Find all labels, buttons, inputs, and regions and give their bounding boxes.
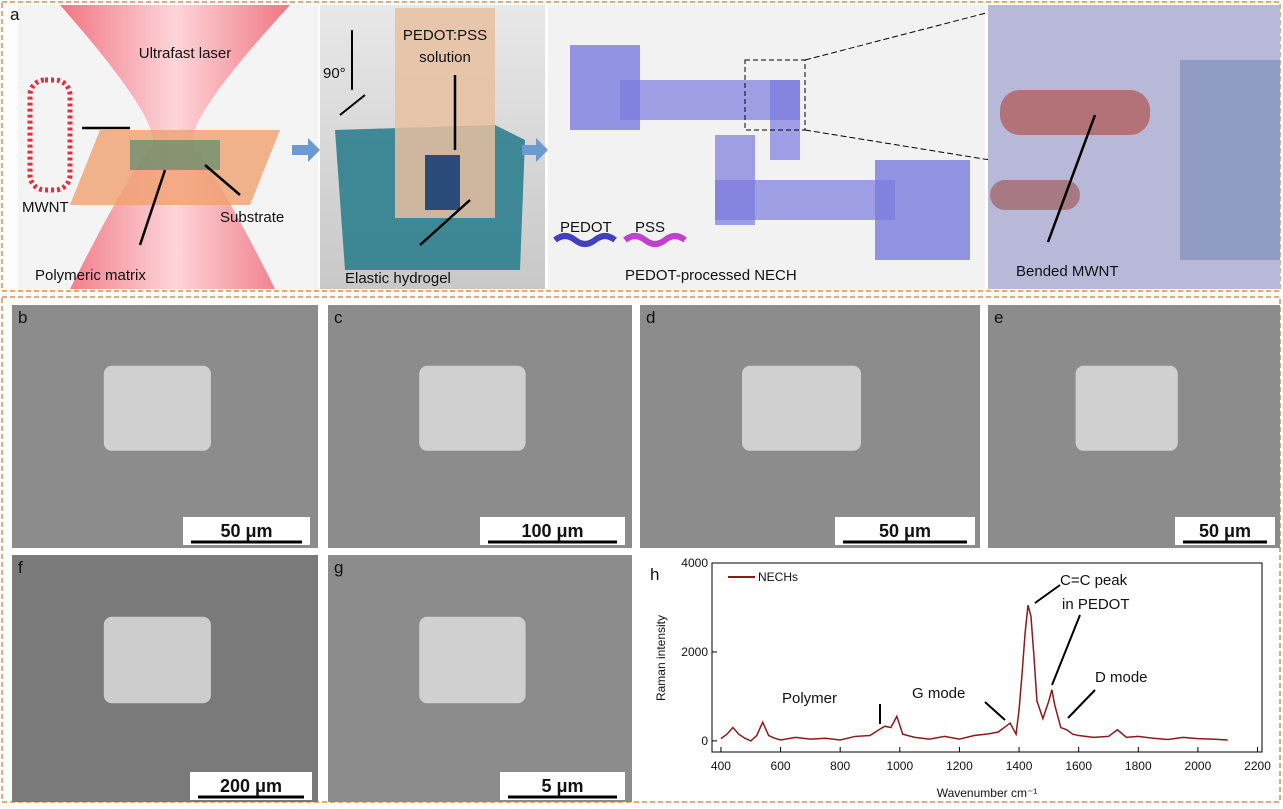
y-tick-label: 0: [701, 734, 708, 748]
annotation: Polymer: [782, 690, 837, 707]
scale-bar-label: 100 μm: [521, 521, 583, 541]
label: PEDOT: [560, 219, 612, 236]
plot-area: [712, 563, 1262, 752]
label: 90°: [323, 65, 346, 82]
x-tick-label: 400: [711, 759, 731, 773]
arrow: [1035, 585, 1060, 603]
panel-label: d: [646, 308, 655, 327]
panel-label: c: [334, 308, 343, 327]
panel-label: b: [18, 308, 27, 327]
panel-a3: [548, 5, 990, 289]
y-axis-label: Raman intensity: [654, 615, 668, 701]
scale-bar-label: 50 μm: [879, 521, 931, 541]
panel-label: f: [18, 558, 23, 577]
x-tick-label: 1000: [886, 759, 913, 773]
arrow: [985, 702, 1005, 720]
label: Polymeric matrix: [35, 267, 146, 284]
x-tick-label: 800: [830, 759, 850, 773]
spectrum-line: [721, 605, 1228, 741]
structure: [1076, 366, 1178, 451]
label: Substrate: [220, 209, 284, 226]
structure: [419, 366, 525, 451]
figure: a Ultrafast laser MWNT Substrate Polymer…: [0, 0, 1283, 804]
x-tick-label: 600: [771, 759, 791, 773]
annotation: G mode: [912, 685, 965, 702]
x-tick-label: 1800: [1125, 759, 1152, 773]
annotation: C=C peak: [1060, 572, 1128, 589]
label: solution: [419, 49, 471, 66]
scale-bar-label: 200 μm: [220, 776, 282, 796]
x-axis-label: Wavenumber cm⁻¹: [937, 786, 1038, 800]
scale-bar-label: 50 μm: [1199, 521, 1251, 541]
x-tick-label: 1200: [946, 759, 973, 773]
label: PSS: [635, 219, 665, 236]
x-tick-label: 1600: [1065, 759, 1092, 773]
y-tick-label: 2000: [681, 645, 708, 659]
label: PEDOT-processed NECH: [625, 267, 797, 284]
structure: [104, 366, 211, 451]
panel-label: g: [334, 558, 343, 577]
chart: h Wavenumber cm⁻¹ Raman intensity 400 600…: [650, 556, 1271, 800]
sem-panels: b 50 μm c 100 μm d 50 μm e 50 μm f 200 μm g 5 μm: [12, 305, 1280, 802]
panel-label: e: [994, 308, 1003, 327]
structure: [742, 366, 861, 451]
panel-label: h: [650, 565, 659, 584]
annotation: D mode: [1095, 669, 1148, 686]
y-tick-label: 4000: [681, 556, 708, 570]
arrow: [1068, 690, 1095, 718]
scale-bar-label: 5 μm: [541, 776, 583, 796]
label: PEDOT:PSS: [403, 27, 487, 44]
annotation: in PEDOT: [1062, 596, 1130, 613]
structure: [419, 617, 525, 703]
structure: [104, 617, 211, 703]
x-tick-label: 1400: [1006, 759, 1033, 773]
x-tick-label: 2000: [1185, 759, 1212, 773]
panel-a2: [320, 5, 545, 289]
label: Elastic hydrogel: [345, 270, 451, 287]
label: MWNT: [22, 199, 69, 216]
panel-label: a: [10, 5, 20, 24]
label: Bended MWNT: [1016, 263, 1119, 280]
legend-label: NECHs: [758, 570, 798, 584]
scale-bar-label: 50 μm: [220, 521, 272, 541]
panel-a4: [988, 5, 1280, 289]
arrow: [1052, 615, 1080, 685]
label: Ultrafast laser: [139, 45, 232, 62]
x-tick-label: 2200: [1244, 759, 1271, 773]
